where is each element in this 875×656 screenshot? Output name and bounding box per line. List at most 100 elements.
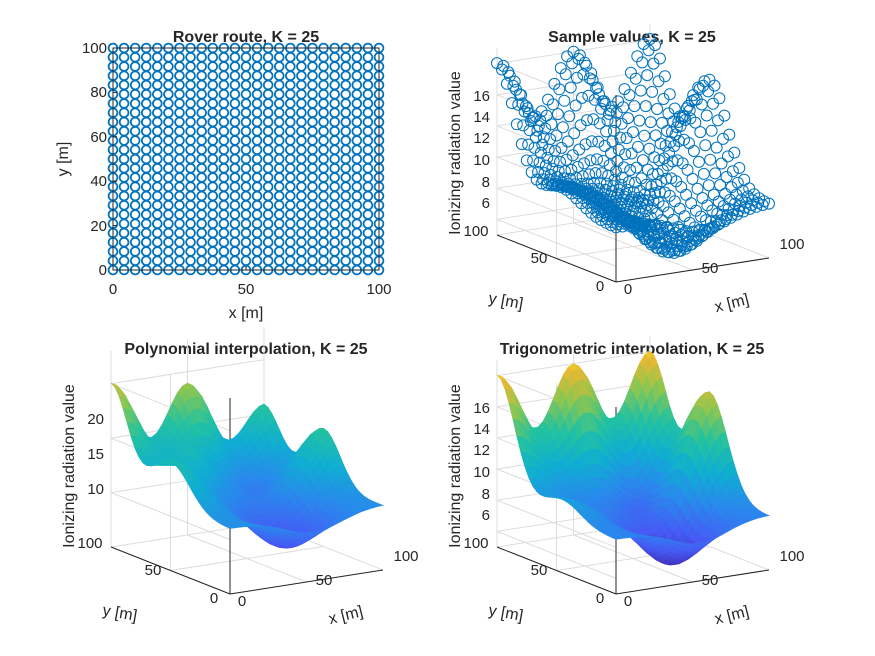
axis-line	[110, 546, 231, 595]
axis-line	[496, 546, 617, 595]
sample-marker	[496, 63, 508, 76]
sample-values-ylabel: y [m]	[487, 290, 524, 313]
sample-marker	[717, 132, 729, 145]
rover-route-ytick-60: 60	[90, 129, 107, 146]
axis-line	[496, 234, 617, 283]
rover-route-xtick-0: 0	[109, 281, 117, 298]
sample-marker	[687, 145, 700, 157]
sample-marker	[566, 57, 579, 70]
sample-marker	[610, 221, 622, 234]
sample-marker	[625, 147, 638, 160]
sample-marker	[590, 153, 603, 166]
sample-marker	[554, 62, 567, 75]
sample-marker	[507, 79, 520, 92]
sample-marker	[699, 224, 712, 236]
sample-marker	[535, 177, 548, 190]
sample-marker	[553, 83, 566, 96]
sample-marker	[589, 167, 602, 180]
polynomial-zlabel: Ionizing radiation value	[61, 384, 78, 548]
sample-marker	[683, 216, 696, 229]
trigonometric-interpolation-plot: Trigonometric interpolation, K = 25 0 50…	[447, 336, 805, 628]
sample-marker	[571, 71, 583, 84]
sample-marker	[579, 138, 592, 151]
sample-marker	[705, 221, 718, 234]
sample-marker	[555, 141, 568, 154]
sample-marker	[520, 100, 532, 113]
sample-marker	[622, 176, 635, 188]
sample-marker	[674, 120, 687, 133]
sample-marker	[692, 155, 705, 168]
sample-marker	[537, 131, 550, 144]
sample-marker	[545, 118, 558, 131]
sample-marker	[598, 140, 611, 152]
sample-marker	[726, 165, 739, 178]
sample-marker	[763, 197, 775, 210]
sample-marker	[584, 154, 597, 167]
trigonometric-xtick-0: 0	[624, 593, 632, 610]
axis-line	[229, 569, 384, 595]
polynomial-xtick-100: 100	[393, 548, 418, 565]
sample-marker	[577, 68, 590, 81]
sample-marker	[518, 105, 531, 118]
trigonometric-xtick-50: 50	[702, 572, 719, 589]
rover-route-ytick-80: 80	[90, 84, 107, 101]
sample-marker	[629, 72, 642, 85]
trigonometric-ztick-12: 12	[473, 442, 490, 459]
sample-marker	[712, 218, 724, 231]
sample-values-ytick-50: 50	[531, 250, 548, 267]
sample-marker	[654, 219, 667, 232]
trigonometric-interpolation-title: Trigonometric interpolation, K = 25	[500, 341, 765, 358]
sample-marker	[583, 72, 596, 85]
rover-route-ticks	[112, 47, 380, 271]
sample-marker	[727, 204, 740, 217]
sample-values-ztick-14: 14	[473, 109, 490, 126]
sample-marker	[673, 135, 685, 147]
sample-marker	[576, 91, 588, 104]
rover-route-xtick-100: 100	[366, 281, 391, 298]
sample-marker	[517, 119, 530, 132]
sample-marker	[619, 148, 632, 161]
sample-marker	[647, 194, 660, 207]
sample-marker	[756, 199, 769, 211]
sample-marker	[616, 171, 629, 184]
trigonometric-ztick-14: 14	[473, 421, 490, 438]
sample-marker	[522, 138, 535, 151]
sample-values-xtick-100: 100	[779, 236, 804, 253]
sample-marker	[654, 137, 667, 150]
sample-marker	[737, 205, 750, 218]
sample-marker	[624, 164, 637, 176]
sample-marker	[550, 129, 563, 142]
grid-line	[496, 187, 617, 236]
sample-marker	[715, 157, 728, 170]
sample-marker	[718, 215, 731, 228]
sample-marker	[622, 219, 635, 232]
sample-marker	[713, 92, 726, 105]
sample-marker	[630, 217, 643, 230]
sample-marker	[691, 182, 704, 195]
sample-marker	[629, 219, 642, 232]
sample-marker	[635, 218, 648, 231]
sample-values-ytick-0: 0	[596, 278, 604, 295]
sample-values-ztick-8: 8	[482, 174, 490, 191]
sample-marker	[500, 77, 513, 90]
sample-values-ztick-6: 6	[482, 195, 490, 212]
sample-marker	[750, 200, 763, 213]
sample-marker	[591, 81, 604, 94]
sample-marker	[533, 156, 546, 169]
sample-marker	[539, 122, 552, 135]
sample-marker	[582, 89, 595, 102]
sample-marker	[622, 112, 634, 125]
sample-marker	[663, 88, 676, 101]
sample-values-zlabel: Ionizing radiation value	[447, 71, 464, 235]
sample-marker	[515, 138, 528, 151]
sample-marker	[660, 172, 673, 185]
sample-marker	[699, 139, 712, 152]
sample-marker	[709, 167, 722, 180]
trigonometric-zlabel: Ionizing radiation value	[447, 384, 464, 548]
sample-marker	[718, 109, 731, 122]
sample-marker	[681, 163, 694, 176]
sample-marker	[632, 140, 644, 153]
grid-line	[110, 359, 265, 385]
sample-marker	[731, 208, 744, 221]
sample-marker	[645, 180, 658, 193]
